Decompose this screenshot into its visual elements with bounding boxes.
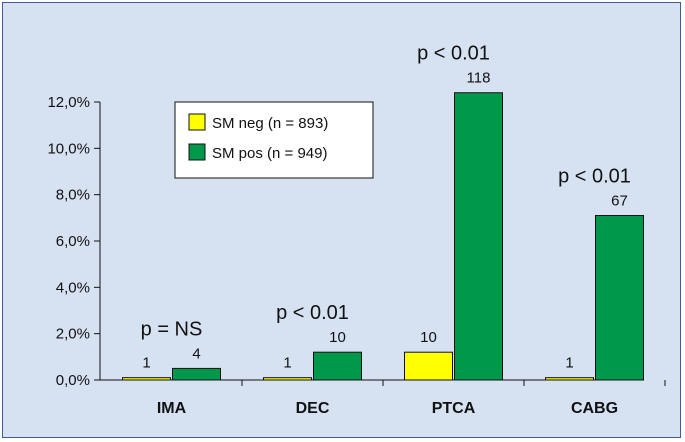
y-tick-label: 6,0% <box>56 233 90 250</box>
legend-label-pos: SM pos (n = 949) <box>212 145 327 162</box>
y-tick-label: 8,0% <box>56 187 90 204</box>
data-label-ptca-pos: 118 <box>467 70 491 87</box>
data-label-cabg-neg: 1 <box>565 355 573 372</box>
bar-ima-pos <box>172 367 221 381</box>
y-tick-label: 10,0% <box>47 140 90 157</box>
y-tick-label: 4,0% <box>56 279 90 296</box>
bar-dec-neg <box>263 377 312 381</box>
category-label-cabg: CABG <box>571 400 618 417</box>
data-labels: 1 4 p = NS 1 10 p < 0.01 10 118 p < 0.01 1 67 p < 0… <box>141 43 631 372</box>
data-label-dec-pos: 10 <box>329 329 346 346</box>
p-value-dec: p < 0.01 <box>276 302 349 324</box>
bar-dec-pos <box>313 351 362 381</box>
bar-ptca-pos <box>454 92 503 381</box>
legend-swatch-pos <box>188 143 206 161</box>
bar-ptca-neg <box>404 351 453 381</box>
category-label-ptca: PTCA <box>432 400 476 417</box>
bar-cabg-pos <box>595 215 644 381</box>
legend-box <box>174 101 374 179</box>
data-label-ima-pos: 4 <box>192 345 200 362</box>
data-label-dec-neg: 1 <box>283 355 291 372</box>
bar-ima-neg <box>122 377 171 381</box>
legend: SM neg (n = 893) SM pos (n = 949) <box>174 101 374 179</box>
y-tick-label: 0,0% <box>56 372 90 389</box>
data-label-ima-neg: 1 <box>142 355 150 372</box>
y-tick-label: 12,0% <box>47 94 90 111</box>
y-ticks: 0,0% 2,0% 4,0% 6,0% 8,0% 10,0% 12,0% <box>47 94 100 389</box>
x-ticks: IMA DEC PTCA CABG <box>157 380 666 417</box>
category-label-ima: IMA <box>157 400 187 417</box>
y-tick-label: 2,0% <box>56 326 90 343</box>
legend-swatch-neg <box>188 113 206 131</box>
p-value-ptca: p < 0.01 <box>417 43 490 65</box>
legend-label-neg: SM neg (n = 893) <box>212 115 328 132</box>
bar-cabg-neg <box>545 377 594 381</box>
category-label-dec: DEC <box>296 400 330 417</box>
bars <box>122 92 644 381</box>
p-value-cabg: p < 0.01 <box>558 166 631 188</box>
data-label-cabg-pos: 67 <box>611 193 628 210</box>
p-value-ima: p = NS <box>141 318 203 340</box>
data-label-ptca-neg: 10 <box>420 329 437 346</box>
